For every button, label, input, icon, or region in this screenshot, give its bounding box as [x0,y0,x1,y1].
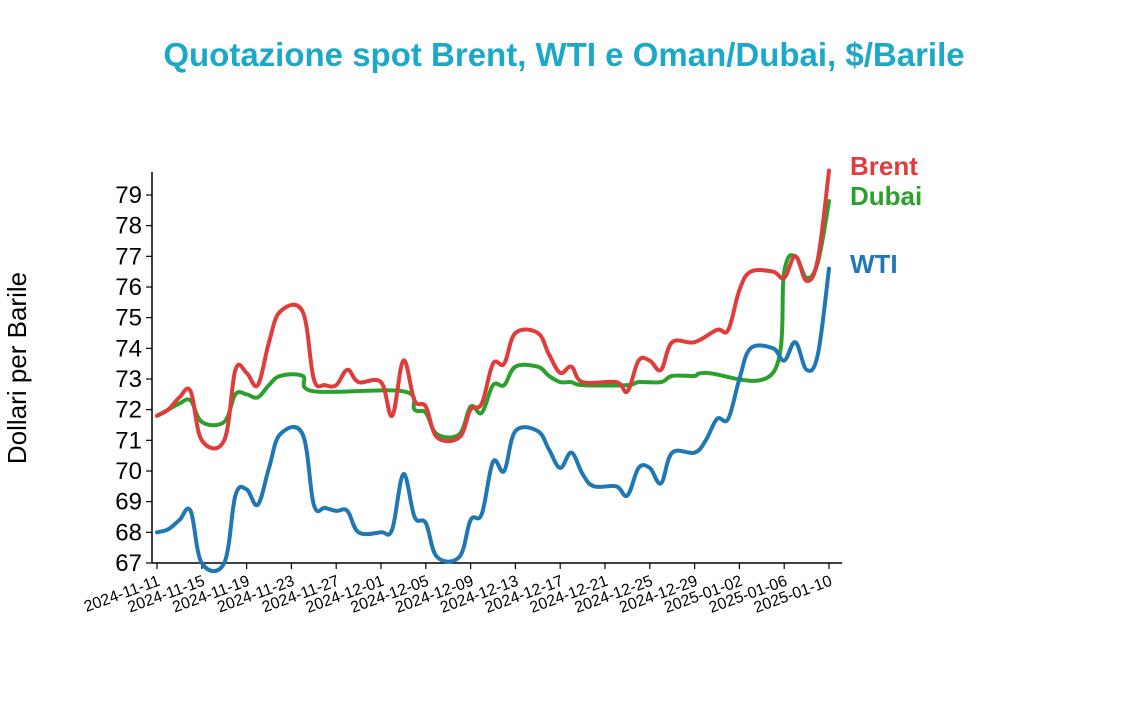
y-tick-label: 78 [115,213,142,240]
series-label-brent: Brent [850,151,918,181]
y-tick-label: 74 [115,335,142,362]
y-tick-label: 76 [115,274,142,301]
series-line-dubai [155,199,831,440]
chart-title: Quotazione spot Brent, WTI e Oman/Dubai,… [163,36,965,73]
series-line-wti [155,266,831,574]
y-tick-label: 73 [115,366,142,393]
y-tick-label: 77 [115,243,142,270]
series-line-brent [155,168,831,451]
series-label-wti: WTI [850,249,898,279]
y-axis-label: Dollari per Barile [2,272,32,464]
y-axis: 67 68 69 70 71 72 73 74 75 76 77 78 79 [115,172,153,577]
y-tick-label: 75 [115,305,142,332]
y-tick-label: 68 [115,519,142,546]
y-tick-label: 72 [115,397,142,424]
series-lines [155,168,831,574]
x-axis: 2024-11-112024-11-152024-11-192024-11-23… [82,562,842,617]
series-label-dubai: Dubai [850,181,922,211]
y-tick-label: 70 [115,458,142,485]
y-tick-label: 69 [115,489,142,516]
y-tick-label: 71 [115,427,142,454]
y-tick-label: 79 [115,182,142,209]
y-tick-label: 67 [115,550,142,577]
